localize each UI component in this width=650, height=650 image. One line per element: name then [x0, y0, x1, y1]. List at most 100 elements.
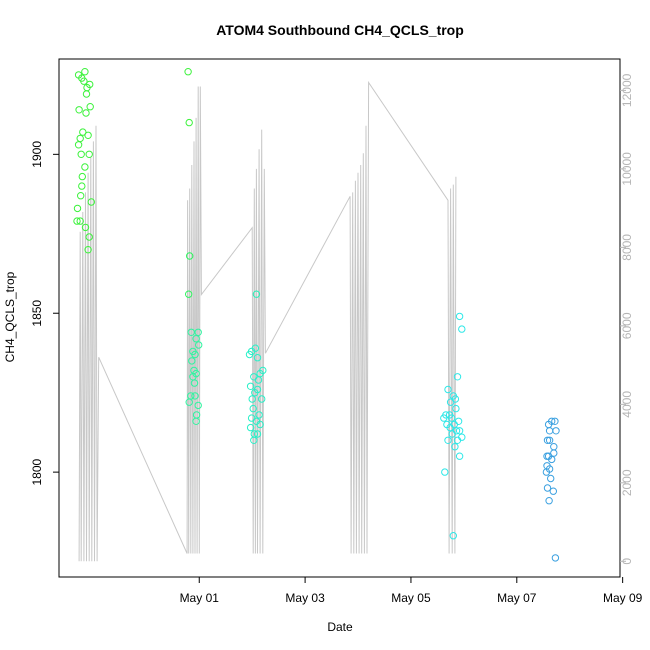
data-point [451, 395, 460, 403]
data-point [76, 217, 84, 225]
data-point [252, 290, 261, 298]
data-point [448, 414, 456, 422]
data-point [84, 131, 92, 140]
data-point [455, 312, 464, 321]
data-point [446, 423, 454, 432]
data-point [458, 433, 466, 441]
data-point [192, 335, 200, 343]
data-point [194, 401, 202, 410]
y2-tick-label: 10000 [620, 152, 634, 186]
data-point [190, 379, 199, 387]
data-point [453, 436, 462, 444]
data-point [543, 436, 552, 444]
data-point [76, 134, 84, 143]
data-point [195, 341, 203, 349]
data-point [545, 436, 554, 444]
data-point [545, 497, 553, 505]
data-point [86, 103, 94, 111]
y-tick-label: 1900 [30, 141, 44, 168]
data-point [185, 118, 193, 127]
x-tick-label: May 09 [603, 591, 643, 605]
data-point [185, 290, 193, 298]
altitude-line [78, 80, 457, 562]
scatter-points-layer [73, 68, 560, 562]
data-point [441, 468, 449, 476]
data-point [552, 427, 560, 435]
data-point [194, 328, 202, 336]
data-point [77, 150, 85, 159]
y2-tick-label: 2000 [620, 469, 634, 496]
data-point [246, 423, 255, 432]
x-tick-label: May 01 [180, 591, 220, 605]
y-axis-label: CH4_QCLS_trop [3, 271, 17, 362]
data-point [188, 357, 196, 365]
y2-tick-label: 6000 [620, 312, 634, 339]
data-point [186, 252, 194, 260]
plot-frame [58, 58, 621, 578]
data-point [449, 532, 457, 540]
data-point [254, 376, 263, 384]
data-point [191, 350, 199, 359]
data-point [549, 487, 557, 495]
data-point [440, 414, 448, 422]
data-point [87, 198, 96, 206]
data-point [75, 106, 83, 114]
data-point [73, 217, 81, 225]
data-point [551, 417, 559, 425]
data-point [452, 404, 460, 413]
axes-layer: May 01 May 03 May 05 May 07 May 09 1800 1850 19… [30, 58, 643, 605]
data-point [455, 427, 464, 435]
data-point [81, 163, 89, 171]
altitude-line-layer [78, 80, 457, 562]
data-point [542, 468, 551, 476]
data-point [184, 68, 192, 76]
y2-tick-label: 0 [620, 558, 634, 565]
y2-tick-label: 8000 [620, 234, 634, 261]
data-point [255, 411, 263, 419]
data-point [548, 455, 556, 464]
data-point [455, 452, 464, 460]
data-point [85, 233, 93, 241]
data-point [78, 172, 87, 181]
data-point [80, 77, 88, 85]
data-point [454, 417, 463, 425]
data-point [81, 223, 90, 232]
data-point [248, 395, 256, 403]
data-point [550, 449, 558, 457]
data-point [78, 182, 86, 190]
data-point [86, 80, 94, 89]
data-point [253, 430, 262, 438]
data-point [73, 204, 82, 213]
data-point [444, 436, 452, 444]
x-axis-label: Date [327, 620, 353, 634]
data-point [250, 436, 258, 444]
x-tick-label: May 05 [391, 591, 431, 605]
data-point [551, 554, 560, 562]
data-point [249, 404, 257, 413]
y2-tick-label: 12000 [620, 73, 634, 107]
data-point [81, 68, 89, 76]
chart-title: ATOM4 Southbound CH4_QCLS_trop [216, 22, 464, 38]
data-point [85, 150, 93, 159]
data-point [192, 417, 200, 425]
data-point [543, 484, 552, 492]
data-point [444, 385, 452, 394]
data-point [82, 109, 90, 117]
data-point [251, 344, 260, 352]
data-point [448, 430, 456, 438]
x-tick-label: May 03 [285, 591, 325, 605]
data-point [79, 128, 87, 136]
data-point [84, 246, 92, 254]
y-tick-label: 1850 [30, 300, 44, 327]
data-point [550, 443, 558, 451]
data-point [77, 192, 85, 200]
data-point [191, 392, 199, 400]
x-tick-label: May 07 [497, 591, 537, 605]
y2-tick-label: 4000 [620, 391, 634, 418]
data-point [458, 325, 466, 333]
data-point [251, 389, 259, 397]
data-point [185, 398, 193, 406]
data-point [74, 141, 83, 149]
data-point [451, 443, 459, 451]
